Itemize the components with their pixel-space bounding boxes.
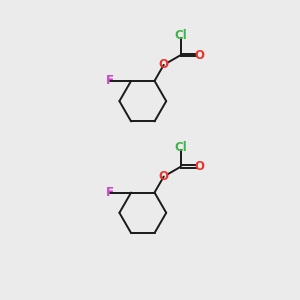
Text: O: O (159, 170, 169, 183)
Text: O: O (194, 160, 204, 173)
Text: F: F (106, 186, 114, 199)
Text: Cl: Cl (175, 141, 187, 154)
Text: O: O (194, 49, 204, 62)
Text: F: F (106, 74, 114, 87)
Text: O: O (159, 58, 169, 71)
Text: Cl: Cl (175, 29, 187, 42)
